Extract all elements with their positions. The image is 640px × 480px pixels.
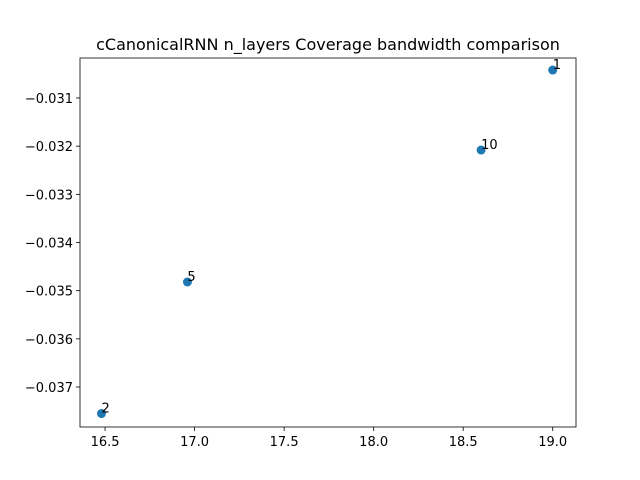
x-tick-label: 19.0 <box>538 435 567 450</box>
x-tick-label: 18.0 <box>359 435 388 450</box>
x-tick-label: 17.0 <box>180 435 209 450</box>
plot-frame <box>79 57 577 428</box>
point-label: 2 <box>101 402 109 417</box>
y-tick-label: −0.036 <box>25 333 73 348</box>
y-tick-label: −0.033 <box>25 188 73 203</box>
y-tick-label: −0.032 <box>25 140 73 155</box>
data-point <box>548 65 558 75</box>
y-tick-label: −0.037 <box>25 381 73 396</box>
x-tick-label: 18.5 <box>449 435 478 450</box>
y-axis: −0.031 −0.032 −0.033 −0.034 −0.035 −0.036 −0.0… <box>25 92 80 396</box>
data-point <box>182 277 192 287</box>
chart-title: cCanonicalRNN n_layers Coverage bandwidt… <box>96 35 560 55</box>
point-label: 1 <box>553 58 561 73</box>
data-point <box>476 145 486 155</box>
point-labels: 1 10 5 2 <box>101 58 561 416</box>
x-tick-label: 16.5 <box>91 435 120 450</box>
x-tick-label: 17.5 <box>270 435 299 450</box>
point-label: 5 <box>187 270 195 285</box>
y-tick-label: −0.031 <box>25 92 73 107</box>
point-label: 10 <box>481 138 498 153</box>
y-tick-label: −0.034 <box>25 237 73 252</box>
data-points <box>96 65 558 419</box>
data-point <box>96 409 106 419</box>
y-tick-label: −0.035 <box>25 285 73 300</box>
x-axis: 16.5 17.0 17.5 18.0 18.5 19.0 <box>91 427 567 450</box>
